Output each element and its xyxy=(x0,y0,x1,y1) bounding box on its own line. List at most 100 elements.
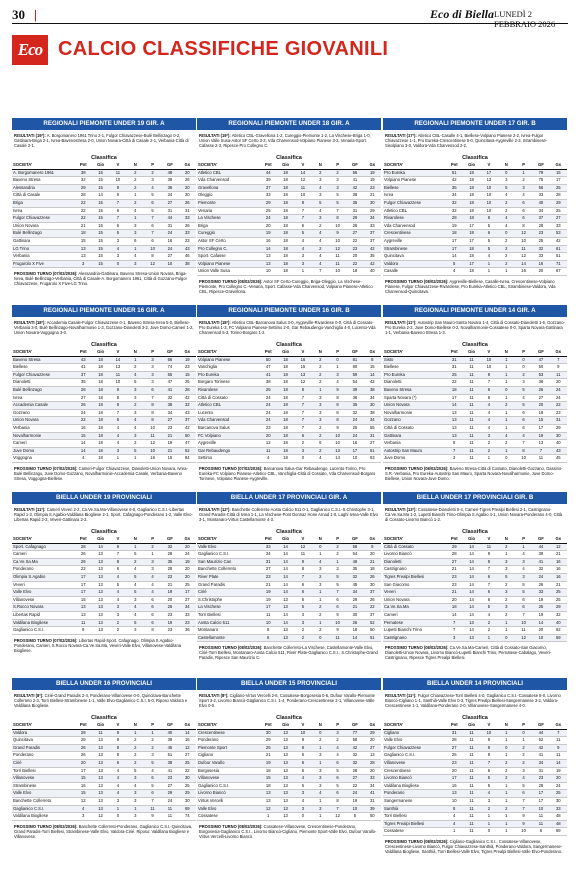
stat-cell: 23 xyxy=(532,774,550,783)
stat-cell: 5 xyxy=(109,229,127,238)
stat-cell: 41 xyxy=(161,767,179,776)
team-name: Tigres Prealpi Biellesi xyxy=(383,573,446,582)
column-header: Gs xyxy=(178,349,196,357)
stat-cell: 8 xyxy=(294,565,312,574)
stat-cell: 4 xyxy=(126,207,144,216)
stat-cell: 23 xyxy=(161,573,179,582)
stat-cell: 11 xyxy=(462,363,481,372)
stat-cell: 6 xyxy=(311,439,329,448)
stat-cell: 44 xyxy=(532,729,550,738)
stat-cell: 7 xyxy=(445,619,463,628)
results-list: Cirié-Grand Paradis 2-4, Ponderano-Villa… xyxy=(14,693,188,708)
results-list: Atletico CBL-Casalle 4-1, Biellese-Volpi… xyxy=(385,133,548,148)
stat-cell: 18 xyxy=(91,378,110,387)
next-round-label: PROSSIMO TURNO (08/02/2026): xyxy=(385,465,449,471)
stat-cell: 45 xyxy=(161,744,179,753)
stat-cell: 13 xyxy=(91,751,110,760)
stat-cell: 4 xyxy=(109,573,127,582)
team-name: Castrignano xyxy=(383,634,446,643)
stat-cell: 26 xyxy=(178,176,196,185)
stat-cell: 17 xyxy=(74,767,92,776)
team-name: Città di Cossato xyxy=(383,424,446,433)
stat-cell: 29 xyxy=(259,736,277,745)
team-name: Aosta Calcio 511 xyxy=(197,619,260,628)
stat-cell: 14 xyxy=(462,573,481,582)
stat-cell: 14 xyxy=(276,558,295,567)
stat-cell: 34 xyxy=(161,409,179,418)
block-heading: Regionali Piemonte Under 16 Gir. A xyxy=(12,305,196,317)
stat-cell: 3 xyxy=(514,558,533,567)
stat-cell: 16 xyxy=(294,356,312,365)
stat-cell: 35 xyxy=(74,378,92,387)
column-header: Gio xyxy=(91,536,110,544)
team-name: Fulgor Chiavazzese xyxy=(12,214,75,223)
stat-cell: 1 xyxy=(126,454,144,463)
stat-cell: 2 xyxy=(328,736,347,745)
stat-cell: 7 xyxy=(532,447,550,456)
team-name: Crescentinese xyxy=(197,729,260,738)
stat-cell: 44 xyxy=(259,169,277,178)
stat-cell: 14 xyxy=(445,611,463,620)
stat-cell: 8 xyxy=(480,751,498,760)
stat-cell: 18 xyxy=(276,386,295,395)
table-row: Pro Eureka 51 18 17 0 1 79 15 xyxy=(383,169,567,178)
stat-cell: 3 xyxy=(294,447,312,456)
column-header: GF xyxy=(161,722,179,730)
team-name: Gaglianico C.S.I. xyxy=(197,782,260,791)
stat-cell: 18 xyxy=(276,363,295,372)
classifica-label: Classifica xyxy=(276,529,302,535)
stat-cell: 1 xyxy=(497,409,515,418)
table-row: Grand Paradis 26 13 8 2 2 45 12 xyxy=(12,744,196,753)
stat-cell: 13 xyxy=(91,767,110,776)
table-header-row: SOCIETA' Pnt Gio V N P GF Gs xyxy=(197,722,381,730)
stat-cell: 1 xyxy=(497,356,515,365)
stat-cell: 14 xyxy=(276,543,295,552)
stat-cell: 28 xyxy=(532,222,550,231)
stat-cell: 25 xyxy=(549,207,567,216)
column-header: Gio xyxy=(276,349,295,357)
stat-cell: 2 xyxy=(311,222,329,231)
stat-cell: 6 xyxy=(328,789,347,798)
stat-cell: 7 xyxy=(143,229,162,238)
table-row: Briga 20 18 6 2 10 26 33 xyxy=(197,222,381,231)
stat-cell: 1 xyxy=(497,736,515,745)
standings-block: Regionali Piemonte Under 18 Gir. A RISULT… xyxy=(197,118,381,298)
stat-cell: 1 xyxy=(497,751,515,760)
stat-cell: 10 xyxy=(480,191,498,200)
stat-cell: 40 xyxy=(532,199,550,208)
stat-cell: 16 xyxy=(549,558,567,567)
next-round-list: Astor SF Certo-Cureggio, Briga-Oleggio, … xyxy=(199,278,373,294)
stat-cell: 4 xyxy=(109,789,127,798)
team-name: Venaria xyxy=(197,207,260,216)
stat-cell: 2 xyxy=(497,581,515,590)
column-header: N xyxy=(126,162,144,170)
stat-cell: 6 xyxy=(480,596,498,605)
team-name: Gar Rebaudengo xyxy=(197,447,260,456)
stat-cell: 3 xyxy=(445,454,463,463)
classifica-label: Classifica xyxy=(91,715,117,721)
team-name: Pro Eureka xyxy=(383,169,446,178)
stat-cell: 16 xyxy=(532,260,550,269)
stat-cell: 34 xyxy=(259,550,277,559)
stat-cell: 3 xyxy=(294,611,312,620)
team-name: Baveno Stresa xyxy=(12,176,75,185)
stat-cell: 9 xyxy=(294,736,312,745)
block-heading: Regionali Piemonte Under 14 Gir. A xyxy=(383,305,567,317)
stat-cell: 13 xyxy=(91,603,110,612)
stat-cell: 28 xyxy=(532,782,550,791)
stat-cell: 11 xyxy=(532,454,550,463)
block-heading: Biella Under 17 Provinciali Gir. A xyxy=(197,492,381,504)
stat-cell: 34 xyxy=(178,603,196,612)
next-round-list: Banchette Collerreto-La Vischese, Castel… xyxy=(199,645,378,661)
stat-cell: 20 xyxy=(178,184,196,193)
stat-cell: 7 xyxy=(294,207,312,216)
stat-cell: 24 xyxy=(161,229,179,238)
stat-cell: 1 xyxy=(311,744,329,753)
stat-cell: 19 xyxy=(259,759,277,768)
next-round-list: Aygreville-Biellese, Casalle-Ivrea, Cres… xyxy=(385,278,556,294)
stat-cell: 18 xyxy=(276,371,295,380)
stat-cell: 37 xyxy=(532,214,550,223)
stat-cell: 52 xyxy=(363,619,381,628)
stat-cell: 22 xyxy=(445,378,463,387)
stat-cell: 11 xyxy=(532,820,550,829)
